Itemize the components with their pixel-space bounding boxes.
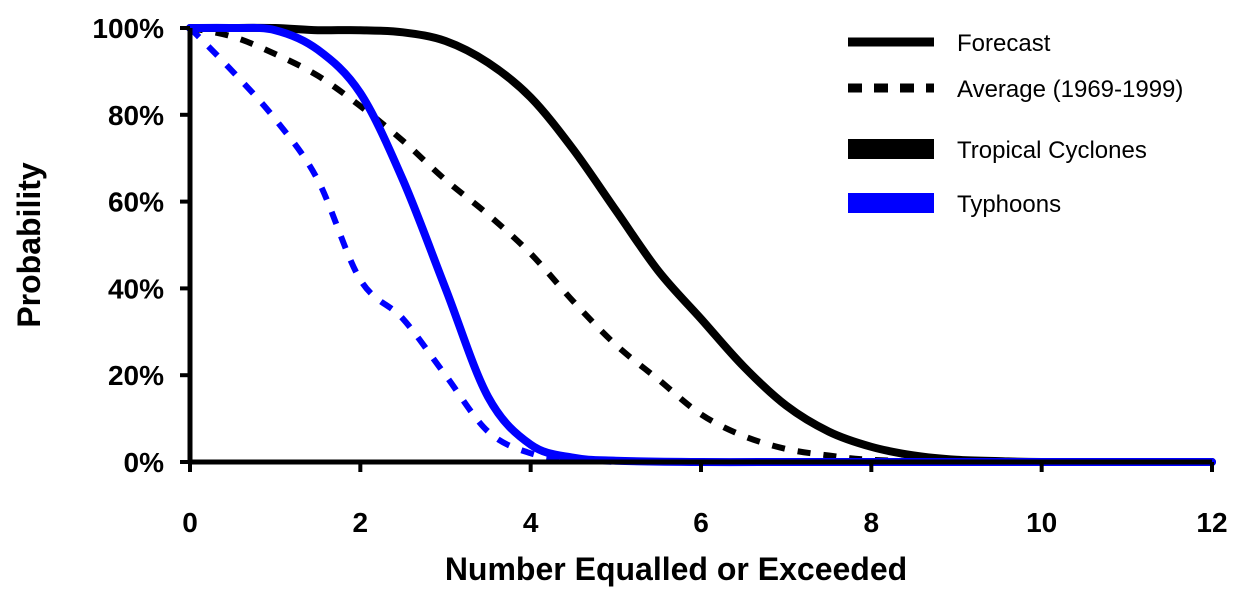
y-tick-label: 60% — [108, 187, 164, 218]
x-tick-label: 4 — [523, 507, 539, 538]
x-tick-label: 10 — [1026, 507, 1057, 538]
ticks-layer: 0 2 4 6 8 10 12 0% 20% 40% 60% 80% 100% — [92, 13, 1227, 538]
x-tick-label: 8 — [864, 507, 880, 538]
x-tick-label: 6 — [693, 507, 709, 538]
x-axis-title: Number Equalled or Exceeded — [445, 551, 907, 587]
x-tick-label: 0 — [182, 507, 198, 538]
legend: Forecast Average (1969-1999) Tropical Cy… — [848, 30, 1183, 218]
legend-forecast-label: Forecast — [957, 30, 1051, 57]
y-axis-title: Probability — [11, 162, 47, 328]
x-tick-label: 12 — [1196, 507, 1227, 538]
series-line-typhoons-average-1969-1999 — [187, 25, 616, 465]
legend-tropical-cyclones-label: Tropical Cyclones — [957, 137, 1147, 164]
x-tick-label: 2 — [353, 507, 369, 538]
y-tick-label: 20% — [108, 360, 164, 391]
legend-typhoons-label: Typhoons — [957, 191, 1061, 218]
y-tick-label: 80% — [108, 100, 164, 131]
y-tick-label: 40% — [108, 273, 164, 304]
legend-tropical-cyclones-swatch — [848, 139, 934, 159]
legend-average-label: Average (1969-1999) — [957, 76, 1183, 103]
y-tick-label: 100% — [92, 13, 164, 44]
legend-typhoons-swatch — [848, 193, 934, 213]
y-tick-label: 0% — [124, 447, 165, 478]
